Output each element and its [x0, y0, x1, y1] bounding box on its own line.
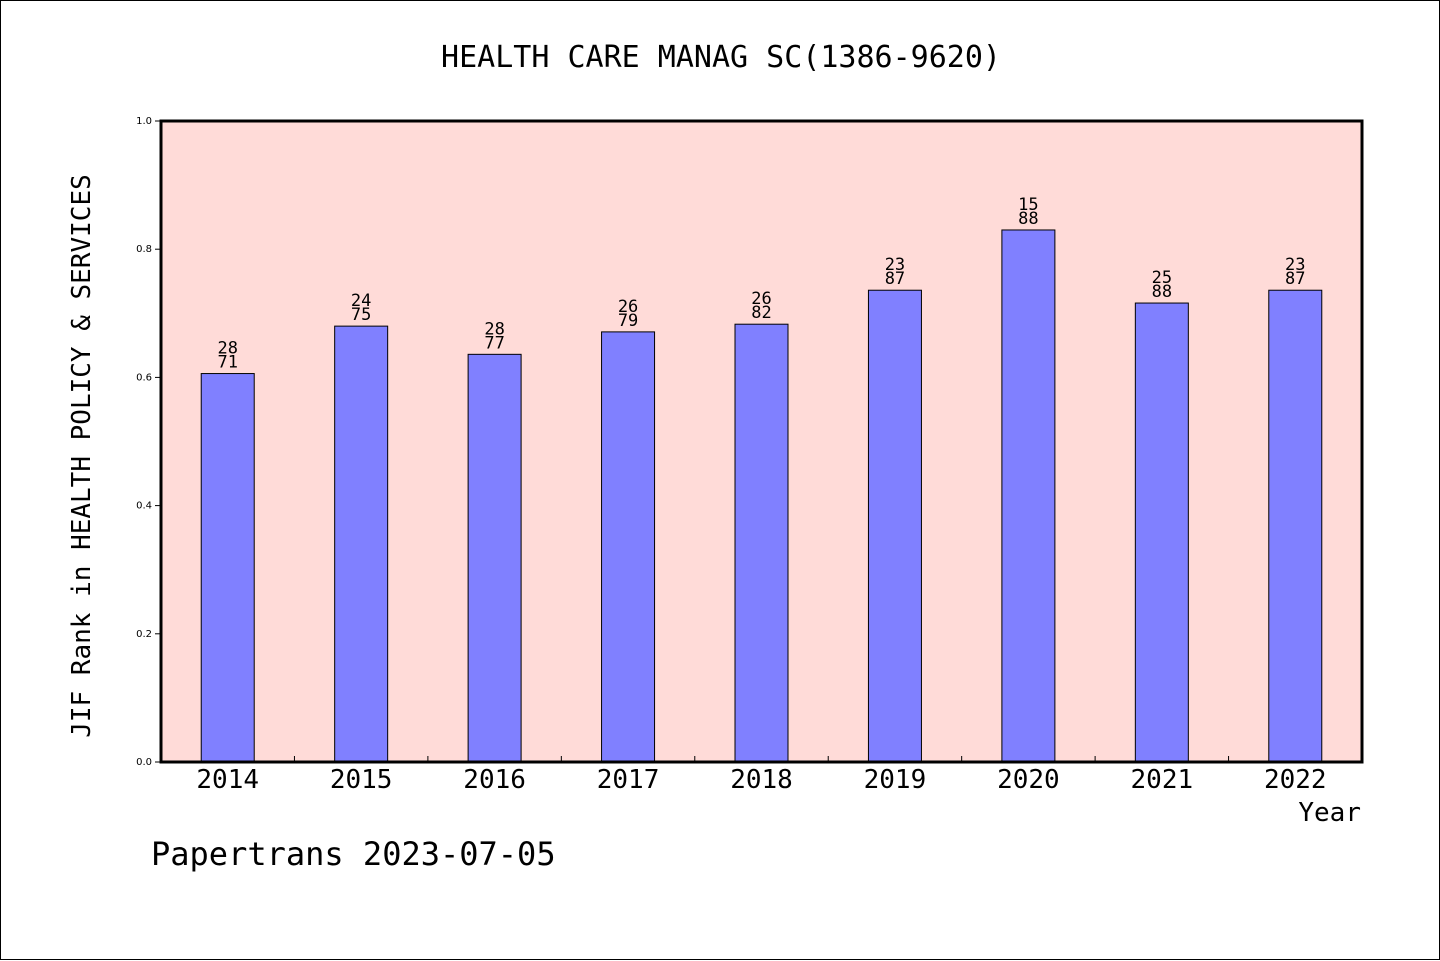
bar-2020 [1001, 229, 1056, 763]
x-tick-label: 2019 [864, 765, 927, 795]
bar-2018 [734, 323, 789, 763]
bar-total-label: 77 [484, 333, 504, 353]
bar-rank-label: 23 [1285, 255, 1305, 275]
chart-title: HEALTH CARE MANAG SC(1386-9620) [441, 40, 1001, 75]
bar-2016 [467, 353, 522, 763]
bar-rank-label: 25 [1152, 268, 1172, 288]
bar-2019 [867, 289, 922, 763]
bar-rank-label: 24 [351, 291, 371, 311]
bar-total-label: 87 [885, 269, 905, 289]
bar-rank-label: 28 [484, 319, 504, 339]
x-tick-label: 2015 [330, 765, 393, 795]
bar-rank-label: 28 [217, 339, 237, 359]
x-tick-label: 2020 [997, 765, 1060, 795]
x-tick-label: 2016 [463, 765, 526, 795]
bar-total-label: 71 [217, 353, 237, 373]
bar-total-label: 88 [1018, 209, 1038, 229]
y-axis-label: JIF Rank in HEALTH POLICY & SERVICES [67, 174, 97, 738]
x-tick-label: 2021 [1131, 765, 1194, 795]
x-tick-label: 2018 [730, 765, 793, 795]
bar-2017 [601, 331, 656, 763]
bar-rank-label: 15 [1018, 195, 1038, 215]
bar-total-label: 75 [351, 305, 371, 325]
y-tick-label: 0.8 [136, 244, 152, 255]
x-axis: 2014 2015 2016 2017 2018 2019 2020 2021 2022 [196, 756, 1327, 795]
bar-2014 [200, 373, 255, 763]
bar-2022 [1268, 289, 1323, 763]
x-axis-label: Year [1298, 798, 1361, 828]
bar-rank-label: 26 [751, 289, 771, 309]
bar-2021 [1134, 302, 1189, 763]
bar-total-label: 87 [1285, 269, 1305, 289]
x-tick-label: 2014 [196, 765, 259, 795]
bar-rank-label: 26 [618, 297, 638, 317]
x-tick-label: 2022 [1264, 765, 1327, 795]
x-tick-label: 2017 [597, 765, 660, 795]
bar-total-label: 88 [1152, 282, 1172, 302]
y-tick-label: 1.0 [136, 116, 152, 127]
y-tick-label: 0.4 [136, 501, 152, 512]
footer-credit: Papertrans 2023-07-05 [151, 835, 556, 873]
y-axis: 0.0 0.2 0.4 0.6 0.8 1.0 [136, 116, 161, 768]
y-tick-label: 0.6 [136, 372, 152, 383]
y-tick-label: 0.0 [136, 757, 152, 768]
bar-total-label: 82 [751, 303, 771, 323]
bar-2015 [334, 325, 389, 763]
bar-rank-label: 23 [885, 255, 905, 275]
bar-total-label: 79 [618, 311, 638, 331]
plot-border [159, 119, 1364, 764]
y-tick-label: 0.2 [136, 629, 152, 640]
